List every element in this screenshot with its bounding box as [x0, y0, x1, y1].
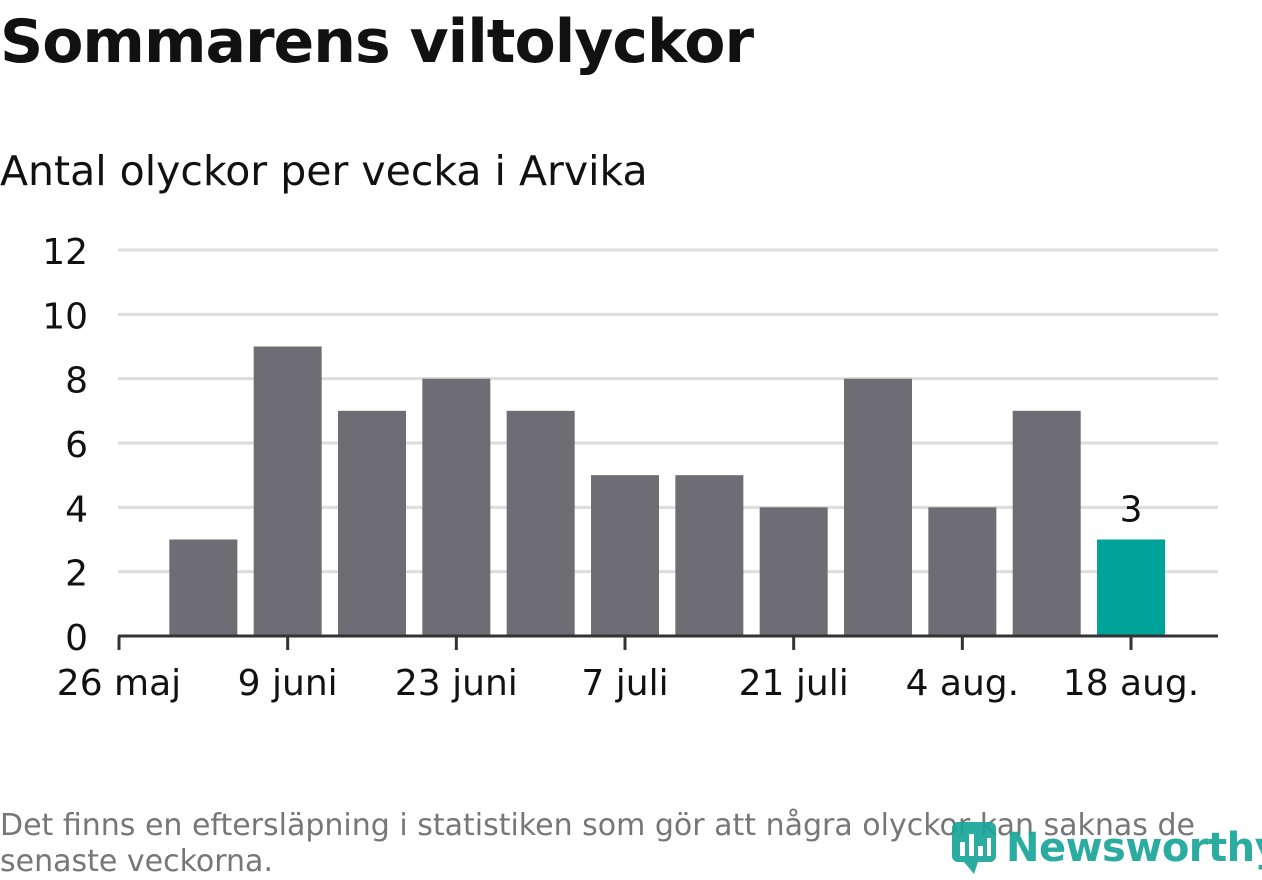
- bar: [506, 410, 575, 636]
- data-label: 3: [1120, 490, 1143, 531]
- bar: [1012, 410, 1081, 636]
- bar: [675, 475, 744, 636]
- x-tick-label: 23 juni: [395, 663, 518, 704]
- bar: [591, 475, 660, 636]
- y-tick-label: 0: [65, 618, 88, 659]
- y-tick-label: 12: [42, 232, 88, 273]
- x-tick-label: 7 juli: [581, 663, 668, 704]
- newsworthy-logo: Newsworthy: [950, 820, 1262, 876]
- bar: [422, 378, 491, 636]
- newsworthy-logo-icon: [952, 822, 996, 874]
- x-tick-label: 21 juli: [739, 663, 849, 704]
- y-tick-label: 10: [42, 296, 88, 337]
- x-tick-label: 4 aug.: [906, 663, 1020, 704]
- bar-highlight: [1097, 539, 1166, 636]
- chart-subtitle: Antal olyckor per vecka i Arvika: [0, 147, 648, 195]
- y-tick-label: 4: [65, 489, 88, 530]
- x-tick-label: 26 maj: [57, 663, 181, 704]
- y-tick-label: 6: [65, 425, 88, 466]
- bar: [338, 410, 407, 636]
- y-tick-label: 8: [65, 361, 88, 402]
- bar: [759, 507, 828, 636]
- chart-title: Sommarens viltolyckor: [0, 7, 754, 77]
- bar: [169, 539, 238, 636]
- bar: [253, 346, 322, 636]
- x-tick-label: 9 juni: [238, 663, 338, 704]
- x-tick-label: 18 aug.: [1063, 663, 1199, 704]
- newsworthy-logo-text: Newsworthy: [1006, 825, 1262, 871]
- bar-chart: 0 2 4 6 8 10 12 3 26 maj 9 juni 23 juni 7 juli 21 ju…: [42, 232, 1218, 704]
- bar: [844, 378, 913, 636]
- y-tick-label: 2: [65, 554, 88, 595]
- bar: [928, 507, 997, 636]
